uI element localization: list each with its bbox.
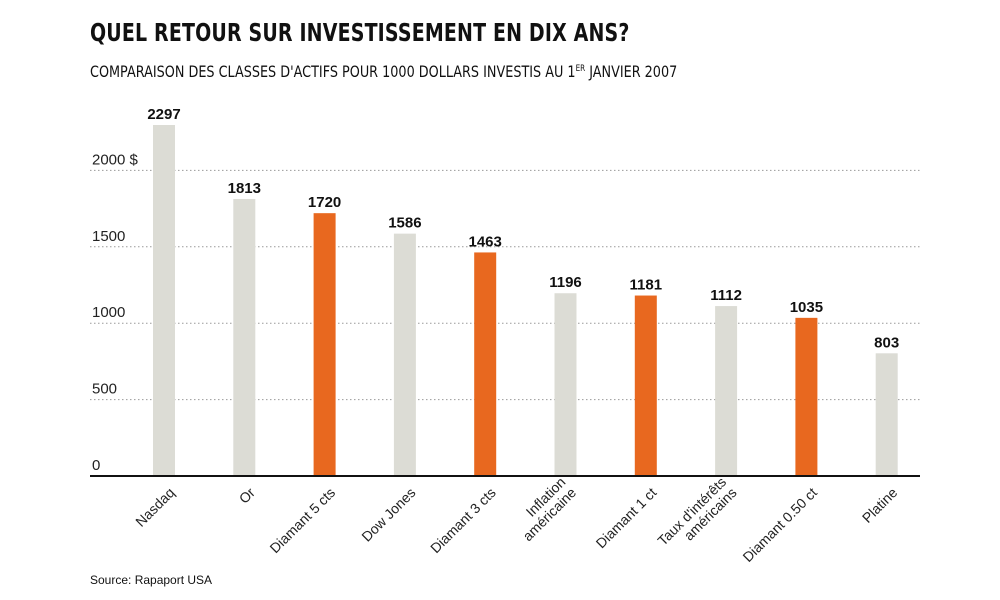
x-tick-line: Or <box>236 484 259 507</box>
x-tick-label: Nasdaq <box>132 484 177 529</box>
y-tick-label: 0 <box>92 457 100 474</box>
x-tick-line: Diamant 1 ct <box>593 484 660 551</box>
bar <box>153 125 175 476</box>
chart-title: QUEL RETOUR SUR INVESTISSEMENT EN DIX AN… <box>90 18 630 47</box>
y-tick-label: 1500 <box>92 228 125 245</box>
source-note: Source: Rapaport USA <box>90 573 213 587</box>
bar <box>634 295 657 476</box>
x-tick-label: Diamant 3 cts <box>427 484 499 556</box>
x-tick-text: Nasdaq <box>132 484 177 529</box>
x-tick-label: Taux d'intérêtsaméricains <box>654 474 739 559</box>
chart-subtitle: COMPARAISON DES CLASSES D'ACTIFS POUR 10… <box>90 62 677 81</box>
x-tick-line: Diamant 0.50 ct <box>739 484 820 565</box>
x-tick-label: Or <box>236 484 259 507</box>
x-tick-line: Platine <box>859 484 901 526</box>
bar <box>233 198 256 476</box>
x-tick-label: Diamant 0.50 ct <box>739 484 820 565</box>
x-tick-label: Diamant 5 cts <box>266 484 338 556</box>
data-label: 1463 <box>469 233 502 250</box>
data-label: 1112 <box>710 287 742 304</box>
data-label: 1035 <box>790 299 823 316</box>
data-label: 1813 <box>228 180 261 197</box>
x-tick-text: Diamant 3 cts <box>427 484 499 556</box>
data-label: 803 <box>874 334 899 351</box>
bar <box>393 233 416 476</box>
x-tick-line: Nasdaq <box>132 484 177 529</box>
bar <box>715 306 738 476</box>
y-tick-label: 2000 $ <box>92 151 139 168</box>
x-tick-text: Diamant 5 cts <box>266 484 338 556</box>
x-tick-text: Platine <box>859 484 901 526</box>
x-tick-text: Diamant 0.50 ct <box>739 484 820 565</box>
x-tick-label: Dow Jones <box>358 484 418 544</box>
x-tick-label: Inflationaméricaine <box>509 474 579 544</box>
x-tick-text: Or <box>236 484 259 507</box>
x-tick-text: Inflationaméricaine <box>509 474 579 544</box>
bar <box>554 293 577 476</box>
bar <box>313 213 336 476</box>
subtitle-superscript: ER <box>575 64 586 74</box>
x-tick-label: Platine <box>859 484 901 526</box>
data-label: 1720 <box>308 194 341 211</box>
bar <box>795 317 818 476</box>
x-tick-line: Diamant 5 cts <box>266 484 338 556</box>
data-label: 1586 <box>388 215 421 232</box>
data-label: 2297 <box>147 106 180 123</box>
y-tick-label: 1000 <box>92 304 125 321</box>
subtitle-end: JANVIER 2007 <box>585 62 678 81</box>
x-tick-label: Diamant 1 ct <box>593 484 660 551</box>
y-tick-label: 500 <box>92 381 117 398</box>
subtitle-main: COMPARAISON DES CLASSES D'ACTIFS POUR 10… <box>90 62 576 81</box>
x-tick-text: Diamant 1 ct <box>593 484 660 551</box>
bar <box>875 353 898 476</box>
x-tick-text: Dow Jones <box>358 484 418 544</box>
x-tick-line: Diamant 3 cts <box>427 484 499 556</box>
bar <box>474 252 497 476</box>
x-tick-line: Dow Jones <box>358 484 418 544</box>
x-tick-text: Taux d'intérêtsaméricains <box>654 474 739 559</box>
data-label: 1181 <box>630 277 663 294</box>
data-label: 1196 <box>549 274 582 291</box>
